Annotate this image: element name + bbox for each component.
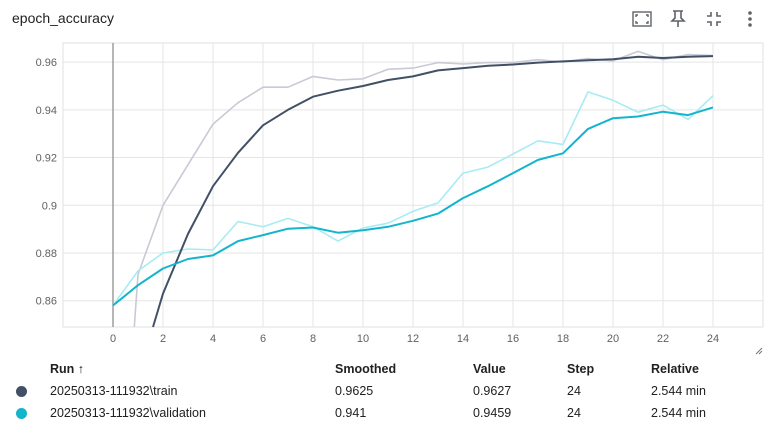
run-name: 20250313-111932\train: [50, 384, 178, 398]
collapse-button[interactable]: [699, 6, 729, 32]
relative-column-header[interactable]: Relative: [651, 362, 699, 376]
table-row: 20250313-111932\validation 0.941 0.9459 …: [0, 402, 773, 424]
raw-value: 0.9459: [473, 406, 512, 420]
line-chart[interactable]: 0 2 4 6 8 10 12 14 16 18 20 22 240.860.880.90.920.94…: [0, 0, 773, 358]
more-button[interactable]: [735, 6, 765, 32]
x-tick-label: 18: [557, 333, 569, 345]
value-column-header[interactable]: Value: [473, 362, 506, 376]
y-tick-label: 0.9: [42, 200, 57, 212]
y-tick-label: 0.86: [36, 296, 57, 308]
smoothed-column-header[interactable]: Smoothed: [335, 362, 397, 376]
series-line-raw: [112, 91, 714, 306]
smoothed-value: 0.941: [335, 406, 367, 420]
x-tick-label: 20: [607, 333, 619, 345]
y-tick-label: 0.88: [36, 248, 57, 260]
y-tick-label: 0.92: [36, 153, 57, 165]
step-column-header[interactable]: Step: [567, 362, 595, 376]
fit-domain-icon: [632, 11, 652, 27]
x-tick-label: 8: [310, 333, 316, 345]
x-tick-label: 16: [507, 333, 519, 345]
card-title: epoch_accuracy: [12, 10, 114, 26]
table-row: 20250313-111932\train 0.9625 0.9627 24 2…: [0, 380, 773, 402]
fit-domain-button[interactable]: [627, 6, 657, 32]
x-tick-label: 22: [657, 333, 669, 345]
relative-time: 2.544 min: [651, 384, 706, 398]
run-name: 20250313-111932\validation: [50, 406, 206, 420]
card-toolbar: [627, 6, 765, 32]
pin-icon: [670, 10, 686, 27]
series-line-raw: [133, 50, 714, 328]
x-tick-label: 10: [357, 333, 369, 345]
resize-handle-icon[interactable]: [755, 347, 763, 355]
chart-ticks: 0 2 4 6 8 10 12 14 16 18 20 22 240.860.880.90.920.94…: [36, 57, 720, 345]
step-value: 24: [567, 384, 581, 398]
y-tick-label: 0.94: [36, 105, 57, 117]
x-tick-label: 2: [160, 333, 166, 345]
x-tick-label: 6: [260, 333, 266, 345]
run-color-dot: [16, 408, 27, 420]
more-vert-icon: [748, 11, 752, 27]
raw-value: 0.9627: [473, 384, 512, 398]
chart-series: [112, 50, 714, 328]
series-line-smoothed: [152, 55, 714, 328]
x-tick-label: 24: [707, 333, 719, 345]
series-line-smoothed: [112, 106, 714, 307]
chart-grid: [62, 42, 764, 328]
run-column-header[interactable]: Run ↑: [50, 362, 85, 376]
sort-arrow-icon: ↑: [77, 362, 85, 376]
relative-time: 2.544 min: [651, 406, 706, 420]
x-tick-label: 4: [210, 333, 216, 345]
smoothed-value: 0.9625: [335, 384, 374, 398]
run-color-dot: [16, 386, 27, 398]
runs-table-header: Run ↑ Smoothed Value Step Relative: [0, 358, 773, 380]
collapse-icon: [707, 12, 721, 26]
runs-table: Run ↑ Smoothed Value Step Relative 20250…: [0, 358, 773, 424]
x-tick-label: 14: [457, 333, 469, 345]
y-tick-label: 0.96: [36, 57, 57, 69]
step-value: 24: [567, 406, 581, 420]
x-tick-label: 12: [407, 333, 419, 345]
pin-button[interactable]: [663, 6, 693, 32]
x-tick-label: 0: [110, 333, 116, 345]
